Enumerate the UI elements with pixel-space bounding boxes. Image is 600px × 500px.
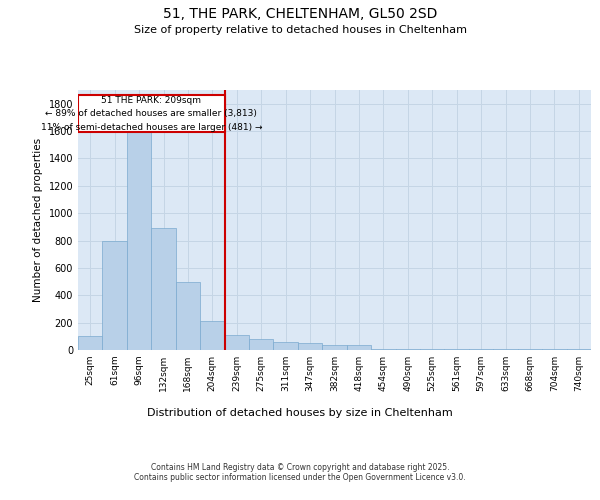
Bar xyxy=(127,128,151,350)
Text: 51, THE PARK, CHELTENHAM, GL50 2SD: 51, THE PARK, CHELTENHAM, GL50 2SD xyxy=(163,8,437,22)
Bar xyxy=(78,336,103,350)
Bar xyxy=(200,322,224,350)
Bar xyxy=(151,228,176,350)
Bar xyxy=(78,96,224,132)
Text: Size of property relative to detached houses in Cheltenham: Size of property relative to detached ho… xyxy=(133,25,467,35)
Bar xyxy=(249,339,274,350)
Y-axis label: Number of detached properties: Number of detached properties xyxy=(33,138,43,302)
Bar xyxy=(224,335,249,350)
Bar xyxy=(322,345,347,350)
Text: Distribution of detached houses by size in Cheltenham: Distribution of detached houses by size … xyxy=(147,408,453,418)
Text: 51 THE PARK: 209sqm
← 89% of detached houses are smaller (3,813)
11% of semi-det: 51 THE PARK: 209sqm ← 89% of detached ho… xyxy=(41,96,262,132)
Text: Contains HM Land Registry data © Crown copyright and database right 2025.
Contai: Contains HM Land Registry data © Crown c… xyxy=(134,462,466,482)
Bar xyxy=(347,345,371,350)
Bar xyxy=(103,240,127,350)
Bar xyxy=(274,342,298,350)
Bar xyxy=(298,343,322,350)
Bar xyxy=(176,282,200,350)
